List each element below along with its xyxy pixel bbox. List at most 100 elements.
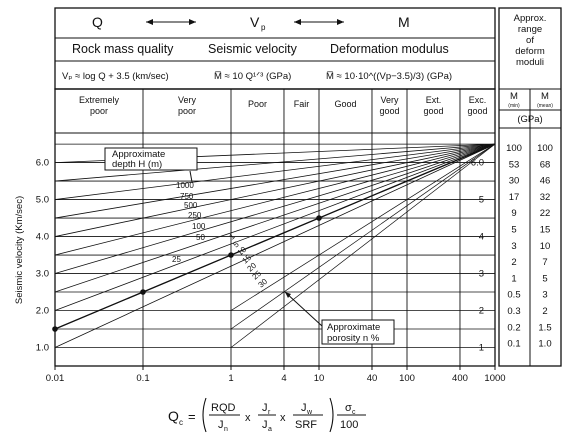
formula-den-jn-sub: n: [224, 426, 228, 433]
m-mean-header: M: [541, 91, 549, 102]
fan-lines: [54, 143, 496, 348]
m-min-header: M: [510, 91, 518, 102]
moduli-unit: (GPa): [517, 114, 542, 125]
porosity-annotation: Approximate porosity n %: [284, 291, 395, 345]
formula-num-sigma-sub: c: [352, 409, 356, 416]
qc-formula: Q c = RQD J n x J r J a x J w SRF σ c 10…: [168, 397, 366, 433]
formula-num-jr-sub: r: [268, 409, 271, 416]
data-point: [52, 326, 58, 332]
moduli-min-value: 0.2: [507, 322, 520, 333]
y-tick-label-right: 1: [479, 343, 484, 354]
moduli-mean-value: 2: [542, 306, 547, 317]
class-label: poor: [90, 106, 108, 116]
fan-line: [54, 143, 496, 219]
formula-den-srf: SRF: [295, 419, 317, 431]
x-tick-label: 1000: [484, 373, 505, 384]
porosity-label: 5: [232, 239, 242, 249]
moduli-mean-value: 5: [542, 273, 547, 284]
double-arrow-left: [146, 19, 196, 25]
data-markers: [52, 215, 322, 332]
y-tick-label-right: 3: [479, 269, 484, 280]
moduli-title: Approx. range of deform moduli: [514, 13, 547, 68]
y-tick-label-left: 4.0: [36, 232, 49, 243]
formula-num-jw: J: [301, 402, 307, 414]
formula-times-2: x: [280, 412, 286, 424]
x-axis-ticks: 0.01 0.1 1 4 10 40 100 400 1000: [46, 366, 506, 384]
class-label: poor: [178, 106, 196, 116]
m-symbol: M: [398, 14, 410, 30]
x-tick-label: 4: [281, 373, 286, 384]
y-tick-label-left: 2.0: [36, 306, 49, 317]
moduli-min-value: 2: [511, 257, 516, 268]
moduli-title-line-3: of: [526, 35, 534, 46]
deformation-modulus-label: Deformation modulus: [330, 42, 449, 56]
moduli-min-value: 0.3: [507, 306, 520, 317]
moduli-min-value: 100: [506, 143, 522, 154]
fan-line: [54, 143, 496, 311]
class-label: Fair: [294, 99, 310, 109]
porosity-line: [230, 143, 496, 330]
moduli-title-line-4: deform: [515, 46, 545, 57]
class-label: Very: [380, 95, 399, 105]
moduli-mean-value: 68: [540, 159, 551, 170]
x-tick-label: 0.01: [46, 373, 65, 384]
moduli-title-line-5: moduli: [516, 57, 544, 68]
moduli-min-value: 3: [511, 241, 516, 252]
formula-left-paren: [202, 397, 207, 433]
depth-annotation: Approximate depth H (m): [104, 147, 198, 171]
depth-label: 50: [196, 233, 205, 242]
formula-num-jw-sub: w: [306, 409, 313, 416]
seismic-velocity-label: Seismic velocity: [208, 42, 298, 56]
class-label: Very: [178, 95, 197, 105]
y-axis-label: Seismic velocity (Km/sec): [14, 196, 25, 304]
x-tick-label: 40: [367, 373, 378, 384]
data-point: [228, 252, 234, 258]
moduli-mean-value: 1.0: [538, 339, 551, 350]
y-tick-label-right: 4: [479, 232, 484, 243]
m-equation-q: M̅ ≈ 10 Q¹ᐟ³ (GPa): [214, 71, 291, 82]
moduli-mean-value: 46: [540, 176, 551, 187]
x-tick-label: 10: [314, 373, 325, 384]
fan-line: [54, 143, 496, 182]
y-tick-label-left: 1.0: [36, 343, 49, 354]
m-mean-sub: (mean): [537, 103, 553, 109]
moduli-mean-value: 10: [540, 241, 551, 252]
depth-label: 1000: [176, 181, 194, 190]
fan-line: [54, 143, 496, 256]
class-label: Extremely: [79, 95, 120, 105]
class-label: good: [423, 106, 443, 116]
moduli-mean-value: 3: [542, 290, 547, 301]
depth-annotation-line-1: Approximate: [112, 149, 165, 160]
formula-den-ja-sub: a: [268, 426, 272, 433]
moduli-mean-value: 32: [540, 192, 551, 203]
y-tick-label-right: 6.0: [471, 158, 484, 169]
porosity-annotation-line-2: porosity n %: [327, 333, 380, 344]
porosity-annotation-line-1: Approximate: [327, 322, 380, 333]
q-symbol: Q: [92, 14, 103, 30]
fan-line: [54, 143, 496, 348]
moduli-min-value: 0.5: [507, 290, 520, 301]
data-point: [316, 215, 322, 221]
porosity-label: 1: [228, 231, 238, 241]
moduli-min-value: 9: [511, 208, 516, 219]
moduli-min-value: 1: [511, 273, 516, 284]
class-label: Exc.: [469, 95, 487, 105]
y-axis-ticks: 1.0 2.0 3.0 4.0 5.0 6.0 1 2 3 4 5 6.0: [36, 158, 484, 354]
vp-subscript: p: [261, 23, 266, 32]
moduli-mean-value: 7: [542, 257, 547, 268]
rock-mass-quality-label: Rock mass quality: [72, 42, 174, 56]
x-tick-label: 0.1: [136, 373, 149, 384]
y-tick-label-left: 3.0: [36, 269, 49, 280]
y-tick-label-left: 6.0: [36, 158, 49, 169]
m-equation-vp: M̅ ≈ 10·10^((Vp−3.5)/3) (GPa): [326, 71, 452, 82]
class-label: Good: [334, 99, 356, 109]
depth-label: 750: [180, 192, 194, 201]
y-tick-label-left: 5.0: [36, 195, 49, 206]
depth-label: 500: [184, 201, 198, 210]
porosity-line: [230, 143, 496, 311]
